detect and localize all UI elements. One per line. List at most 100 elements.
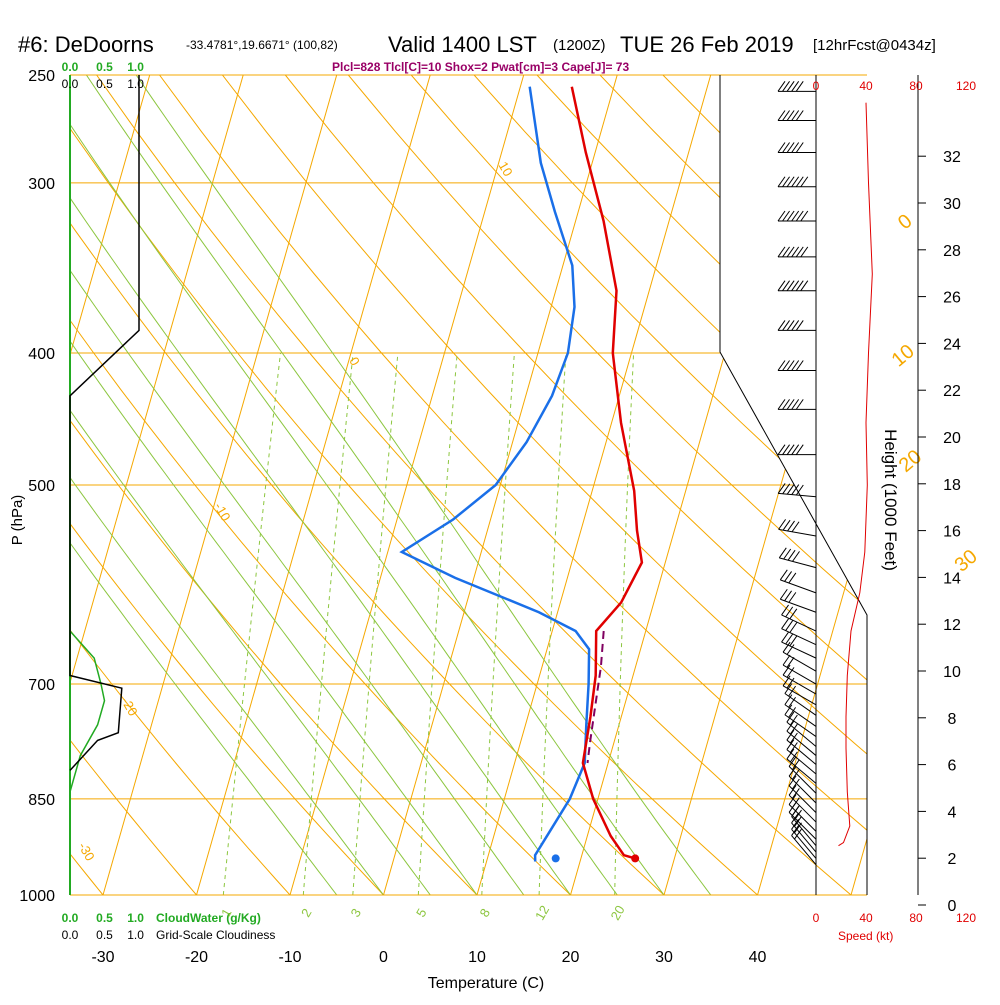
dewpoint-surface-marker bbox=[552, 854, 560, 862]
wind-barb bbox=[778, 111, 816, 121]
x-tick-label: 10 bbox=[468, 949, 486, 966]
wind-barb-flag bbox=[785, 705, 792, 715]
cloudwater-tick-label: 0.5 bbox=[96, 60, 113, 74]
height-tick-label: 26 bbox=[943, 290, 961, 307]
mixing-ratio-label: 5 bbox=[413, 906, 430, 920]
wind-speed-tick-label: 80 bbox=[909, 911, 923, 925]
wind-barb-flag bbox=[787, 657, 794, 667]
height-tick-label: 2 bbox=[948, 851, 957, 868]
x-tick-label: 20 bbox=[562, 949, 580, 966]
wind-barb bbox=[783, 655, 816, 684]
mixing-ratio-label: 2 bbox=[298, 906, 315, 920]
wind-barb-flag bbox=[783, 655, 790, 665]
adiabat-label: 0 bbox=[894, 210, 917, 234]
cloudwater-label: CloudWater (g/Kg) bbox=[156, 911, 261, 925]
wind-speed-tick-label: 120 bbox=[956, 79, 976, 93]
wind-barb bbox=[778, 360, 816, 370]
height-tick-label: 18 bbox=[943, 477, 961, 494]
wind-barb-staff bbox=[782, 642, 816, 658]
mixing-ratio-label: 3 bbox=[347, 906, 364, 920]
pressure-tick-label: 1000 bbox=[19, 888, 55, 905]
wind-barb bbox=[778, 281, 816, 291]
pressure-tick-label: 500 bbox=[28, 478, 55, 495]
wind-speed-label: Speed (kt) bbox=[838, 929, 893, 943]
wind-barb bbox=[785, 683, 816, 715]
isotherm-label: -30 bbox=[75, 840, 97, 864]
cloudiness-label: Grid-Scale Cloudiness bbox=[156, 928, 275, 942]
height-tick-label: 32 bbox=[943, 149, 961, 166]
wind-barb bbox=[778, 320, 816, 330]
x-tick-label: 0 bbox=[379, 949, 388, 966]
height-tick-label: 14 bbox=[943, 570, 961, 587]
mixing-ratio-line bbox=[418, 353, 457, 895]
cloudiness-tick-label: 1.0 bbox=[127, 928, 144, 942]
cloudiness-tick-label: 0.0 bbox=[62, 928, 79, 942]
height-tick-label: 22 bbox=[943, 383, 961, 400]
dewpoint-line bbox=[402, 87, 589, 862]
wind-barb bbox=[778, 81, 816, 91]
wind-barb bbox=[778, 247, 816, 257]
cloudwater-tick-label: 1.0 bbox=[127, 911, 144, 925]
cloudiness-tick-label: 0.0 bbox=[62, 77, 79, 91]
wind-barb bbox=[785, 705, 816, 737]
wind-barb-staff bbox=[779, 529, 816, 536]
mixing-ratio-label: 8 bbox=[476, 906, 493, 920]
wind-barb bbox=[780, 570, 816, 593]
plot-area bbox=[0, 75, 1000, 895]
station-name: #6: DeDoorns bbox=[18, 32, 154, 57]
cloudwater-tick-label: 0.5 bbox=[96, 911, 113, 925]
wind-barb bbox=[785, 695, 816, 727]
wind-barb bbox=[778, 399, 816, 409]
valid-time: Valid 1400 LST bbox=[388, 32, 537, 57]
x-axis-label: Temperature (C) bbox=[428, 975, 544, 992]
wind-speed-tick-label: 80 bbox=[909, 79, 923, 93]
x-tick-label: 40 bbox=[749, 949, 767, 966]
cloudwater-tick-label: 0.0 bbox=[62, 911, 79, 925]
wind-speed-tick-label: 0 bbox=[813, 911, 820, 925]
wind-barb-flag bbox=[789, 707, 796, 717]
height-tick-label: 10 bbox=[943, 664, 961, 681]
wind-speed-tick-label: 40 bbox=[859, 79, 873, 93]
dry-adiabat-line bbox=[0, 75, 10, 895]
height-tick-label: 28 bbox=[943, 243, 961, 260]
zulu-time: (1200Z) bbox=[553, 37, 606, 54]
wind-barb bbox=[778, 445, 816, 455]
dry-adiabat-line bbox=[978, 75, 1000, 895]
height-tick-label: 30 bbox=[943, 196, 961, 213]
wind-barb bbox=[778, 177, 816, 187]
pressure-tick-label: 300 bbox=[28, 176, 55, 193]
wind-barb-staff bbox=[789, 812, 816, 839]
mixing-ratio-label: 12 bbox=[532, 903, 552, 923]
height-tick-label: 6 bbox=[948, 758, 957, 775]
temperature-line bbox=[572, 87, 642, 859]
height-tick-label: 20 bbox=[943, 430, 961, 447]
cloud-water-line bbox=[70, 631, 105, 792]
wind-barb-staff bbox=[779, 558, 816, 568]
mixing-ratio-line bbox=[353, 353, 398, 895]
mixing-ratio-line bbox=[482, 353, 515, 895]
x-tick-label: -30 bbox=[91, 949, 114, 966]
cloudiness-tick-label: 0.5 bbox=[96, 928, 113, 942]
forecast-info: [12hrFcst@0434z] bbox=[813, 37, 936, 54]
x-tick-label: 30 bbox=[655, 949, 673, 966]
cloudiness-line bbox=[70, 75, 139, 770]
wind-barb bbox=[778, 211, 816, 221]
wind-speed-tick-label: 120 bbox=[956, 911, 976, 925]
pressure-tick-label: 250 bbox=[28, 68, 55, 85]
isotherm-line bbox=[851, 75, 1000, 895]
isotherm-label: 0 bbox=[346, 354, 363, 368]
wind-barb bbox=[778, 143, 816, 153]
y-axis-label: P (hPa) bbox=[9, 495, 26, 546]
height-tick-label: 16 bbox=[943, 524, 961, 541]
height-tick-label: 4 bbox=[948, 804, 957, 821]
height-tick-label: 12 bbox=[943, 617, 961, 634]
wind-barb-staff bbox=[780, 599, 816, 612]
cloudwater-tick-label: 1.0 bbox=[127, 60, 144, 74]
pressure-tick-label: 400 bbox=[28, 346, 55, 363]
adiabat-label: 10 bbox=[888, 340, 919, 371]
stability-indices: Plcl=828 Tlcl[C]=10 Shox=2 Pwat[cm]=3 Ca… bbox=[332, 60, 629, 74]
mixing-ratio-line bbox=[223, 353, 280, 895]
pressure-tick-label: 700 bbox=[28, 677, 55, 694]
